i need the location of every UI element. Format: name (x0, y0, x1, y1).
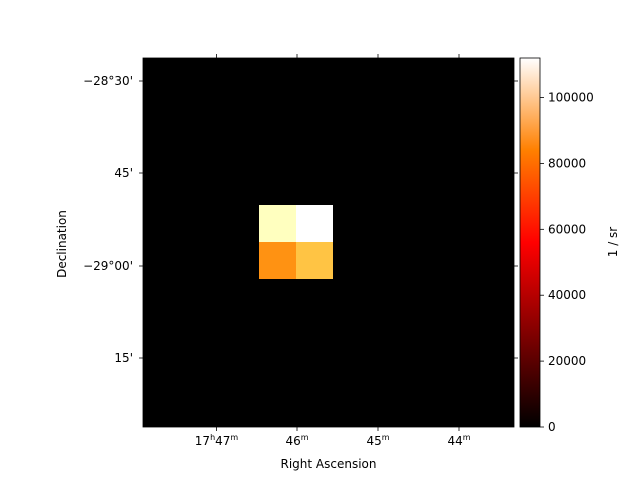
colorbar-tick-label: 20000 (548, 354, 586, 368)
colorbar-tick-label: 80000 (548, 156, 586, 170)
y-tick-label: 15' (114, 351, 133, 365)
y-tick-label: −28°30' (83, 74, 133, 88)
y-tick-label: 45' (114, 166, 133, 180)
heatmap-cell (296, 242, 333, 279)
image-frame (142, 57, 515, 428)
heatmap-cell (259, 205, 296, 242)
colorbar-tick-label: 60000 (548, 222, 586, 236)
image-area (142, 57, 515, 428)
heatmap-cell (259, 242, 296, 279)
colorbar-tick-label: 40000 (548, 288, 586, 302)
x-tick-label: 17h47m (195, 433, 239, 448)
x-tick-label: 44m (447, 433, 470, 448)
colorbar-label: 1 / sr (606, 227, 620, 258)
colorbar-ticks: 0 20000 40000 60000 80000 100000 (540, 91, 594, 434)
x-axis-ticks: 17h47m 46m 45m 44m (195, 54, 471, 448)
y-axis-ticks: −28°30' 45' −29°00' 15' (83, 74, 518, 365)
heatmap-cell (296, 205, 333, 242)
pixel-cells (259, 205, 333, 279)
y-tick-label: −29°00' (83, 259, 133, 273)
colorbar-tick-label: 100000 (548, 91, 594, 105)
colorbar-tick-label: 0 (548, 420, 556, 434)
colorbar: 0 20000 40000 60000 80000 100000 1 / sr (519, 57, 620, 434)
colorbar-gradient (519, 57, 541, 428)
x-tick-label: 46m (285, 433, 308, 448)
x-tick-label: 45m (366, 433, 389, 448)
y-axis-label: Declination (55, 210, 69, 278)
x-axis-label: Right Ascension (281, 457, 377, 471)
